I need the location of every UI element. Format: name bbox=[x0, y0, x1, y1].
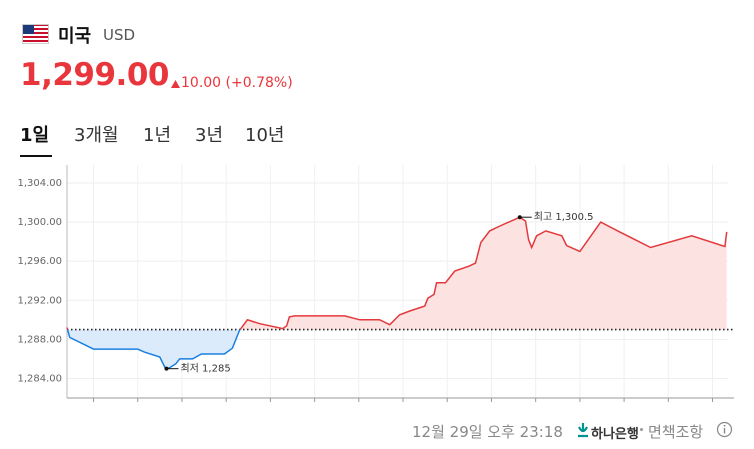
tab[interactable]: 1일 bbox=[20, 125, 50, 146]
price-line bbox=[66, 216, 728, 370]
annotation-label: 최고 1,300.5 bbox=[534, 211, 594, 223]
country: 미국 bbox=[58, 26, 92, 47]
update-time: 12월 29일 오후 23:18 bbox=[412, 423, 563, 441]
info-icon[interactable] bbox=[716, 421, 733, 438]
flag bbox=[22, 24, 49, 44]
tab[interactable]: 1년 bbox=[143, 125, 172, 146]
y-tick-label: 1,288.00 bbox=[17, 334, 62, 345]
up-arrow bbox=[171, 80, 180, 88]
y-tick-label: 1,292.00 bbox=[17, 295, 62, 306]
tab[interactable]: 3개월 bbox=[74, 125, 119, 146]
price: 1,299.00 bbox=[20, 57, 169, 93]
y-tick-label: 1,284.00 bbox=[17, 373, 62, 384]
bank-logo bbox=[578, 423, 588, 438]
y-tick-label: 1,296.00 bbox=[17, 256, 62, 267]
tab-underline bbox=[20, 155, 52, 157]
change: 10.00 (+0.78%) bbox=[181, 75, 293, 91]
chart: 1,284.00 1,288.00 1,292.00 1,296.00 1,300.00… bbox=[17, 165, 734, 402]
disclaimer[interactable]: 면책조항 bbox=[648, 423, 704, 441]
tab[interactable]: 3년 bbox=[195, 125, 224, 146]
y-tick-label: 1,304.00 bbox=[17, 178, 62, 189]
tab[interactable]: 10년 bbox=[245, 125, 285, 146]
area bbox=[67, 217, 727, 369]
annotation-label: 최저 1,285 bbox=[180, 363, 230, 375]
separator bbox=[640, 428, 643, 431]
bank: 하나은행 bbox=[591, 427, 639, 442]
y-tick-label: 1,300.00 bbox=[17, 217, 62, 228]
currency: USD bbox=[103, 26, 136, 44]
